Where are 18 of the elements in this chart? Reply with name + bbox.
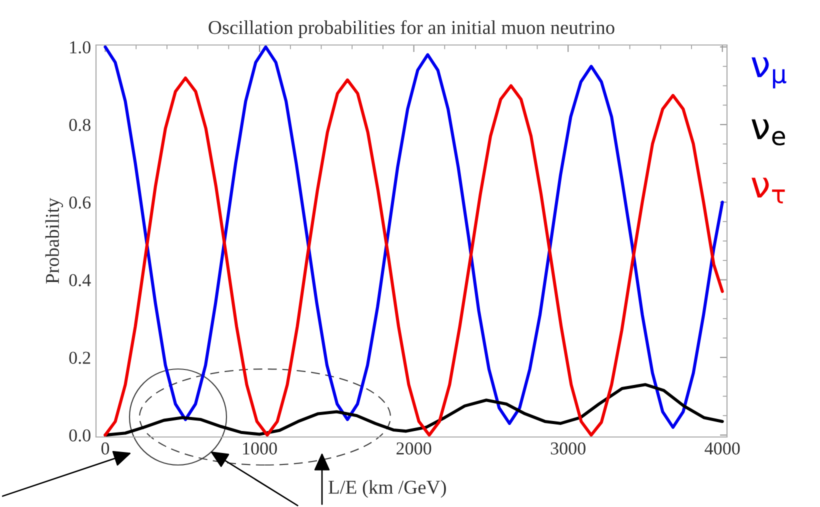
y-tick-label: 0.0	[69, 429, 90, 442]
y-tick-label: 0.2	[69, 352, 90, 364]
y-tick-label: 0.8	[69, 118, 90, 132]
chart-title: Oscillation probabilities for an initial muon neutrino	[208, 20, 614, 38]
y-tick-label: 0.6	[69, 196, 91, 209]
line-series	[104, 383, 724, 437]
y-tick-label: 1.0	[70, 41, 90, 54]
y-tick-label: 0.4	[69, 274, 91, 286]
x-tick-label: 1000	[243, 442, 277, 455]
x-tick-label: 3000	[550, 442, 586, 455]
x-tick-label: 2000	[396, 442, 432, 455]
x-tick-label: 4000	[704, 442, 740, 455]
x-axis-title: L/E (km /GeV)	[328, 480, 446, 498]
y-axis-title: Probability	[45, 198, 64, 284]
text: ν$_{e}$	[752, 119, 786, 146]
text: ν$_{μ}$	[752, 57, 786, 88]
x-tick-label: 0	[101, 442, 110, 455]
series-label: ν$_{τ}$	[752, 178, 785, 204]
